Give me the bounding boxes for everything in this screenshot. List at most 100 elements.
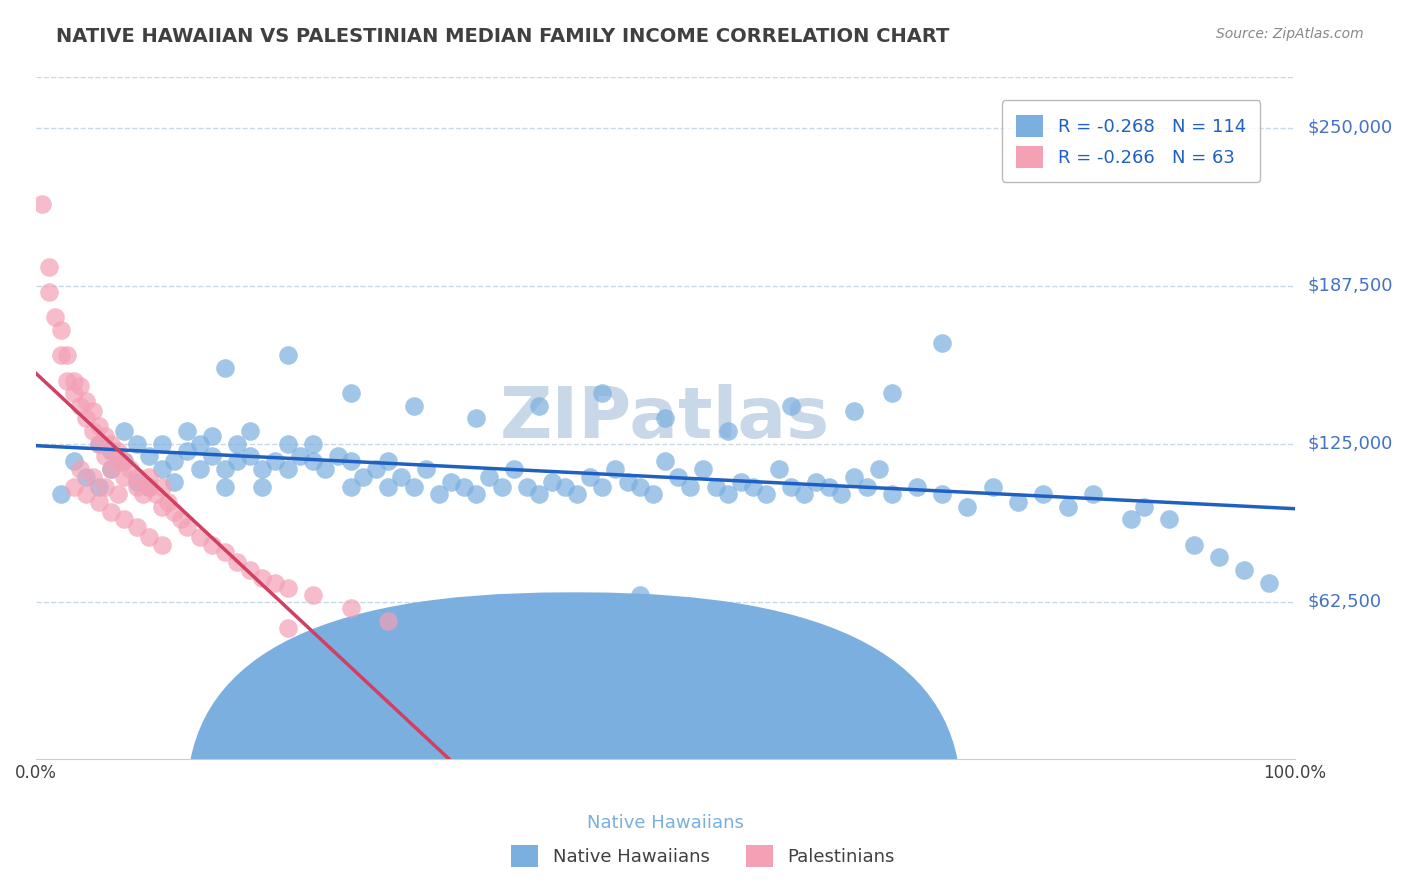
Point — [49, 487, 72, 501]
Point — [82, 424, 104, 438]
Point — [654, 454, 676, 468]
Text: Source: ZipAtlas.com: Source: ZipAtlas.com — [1216, 27, 1364, 41]
Point — [679, 480, 702, 494]
Point — [377, 454, 399, 468]
Point — [100, 462, 122, 476]
Point — [277, 436, 299, 450]
Point — [239, 563, 262, 577]
Point — [780, 480, 803, 494]
Point — [62, 454, 84, 468]
Point — [1032, 487, 1054, 501]
Point — [1083, 487, 1105, 501]
Point — [82, 404, 104, 418]
Point — [252, 571, 274, 585]
Text: ZIPatlas: ZIPatlas — [501, 384, 831, 453]
Point — [214, 462, 236, 476]
Point — [868, 462, 890, 476]
Point — [62, 480, 84, 494]
Point — [125, 520, 148, 534]
Point — [855, 480, 877, 494]
Point — [503, 462, 526, 476]
Point — [389, 469, 412, 483]
Point — [364, 462, 387, 476]
Point — [163, 454, 186, 468]
Point — [402, 399, 425, 413]
Point — [880, 487, 903, 501]
Point — [768, 462, 790, 476]
Point — [352, 469, 374, 483]
Point — [880, 386, 903, 401]
Point — [87, 419, 110, 434]
Point — [100, 436, 122, 450]
Point — [94, 429, 117, 443]
Point — [616, 475, 638, 489]
Point — [842, 469, 865, 483]
Point — [339, 600, 361, 615]
Point — [150, 480, 173, 494]
Point — [666, 469, 689, 483]
Point — [201, 450, 224, 464]
Point — [87, 495, 110, 509]
Point — [931, 487, 953, 501]
Point — [290, 450, 312, 464]
Point — [150, 436, 173, 450]
Point — [214, 360, 236, 375]
Point — [806, 475, 828, 489]
Point — [38, 285, 60, 300]
Point — [75, 469, 97, 483]
Text: NATIVE HAWAIIAN VS PALESTINIAN MEDIAN FAMILY INCOME CORRELATION CHART: NATIVE HAWAIIAN VS PALESTINIAN MEDIAN FA… — [56, 27, 949, 45]
Point — [49, 323, 72, 337]
Point — [49, 348, 72, 362]
Point — [730, 475, 752, 489]
Point — [150, 462, 173, 476]
Point — [440, 475, 463, 489]
Point — [541, 475, 564, 489]
Point — [170, 512, 193, 526]
Point — [302, 454, 325, 468]
Point — [75, 411, 97, 425]
Point — [717, 487, 740, 501]
Point — [516, 480, 538, 494]
Point — [427, 487, 450, 501]
Point — [112, 469, 135, 483]
Point — [94, 480, 117, 494]
Point — [87, 436, 110, 450]
Point — [491, 480, 513, 494]
Point — [125, 475, 148, 489]
Point — [314, 462, 336, 476]
Point — [176, 424, 198, 438]
Text: $125,000: $125,000 — [1308, 434, 1392, 453]
Point — [830, 487, 852, 501]
Point — [239, 450, 262, 464]
Point — [302, 436, 325, 450]
Point — [56, 348, 79, 362]
Point — [138, 469, 160, 483]
Point — [415, 462, 437, 476]
Point — [100, 462, 122, 476]
Point — [112, 424, 135, 438]
Point — [112, 512, 135, 526]
Point — [692, 462, 714, 476]
Point — [628, 588, 651, 602]
Point — [339, 386, 361, 401]
Point — [145, 487, 167, 501]
Point — [75, 487, 97, 501]
Point — [931, 335, 953, 350]
Legend: Native Hawaiians, Palestinians: Native Hawaiians, Palestinians — [505, 838, 901, 874]
Point — [981, 480, 1004, 494]
Point — [1132, 500, 1154, 514]
Point — [339, 454, 361, 468]
Point — [529, 487, 551, 501]
Point — [252, 462, 274, 476]
Point — [138, 450, 160, 464]
FancyBboxPatch shape — [187, 592, 962, 892]
Point — [277, 348, 299, 362]
Point — [226, 436, 249, 450]
Point — [107, 444, 129, 458]
Point — [956, 500, 979, 514]
Point — [478, 469, 501, 483]
Point — [780, 399, 803, 413]
Point — [188, 462, 211, 476]
Point — [87, 480, 110, 494]
Point — [56, 374, 79, 388]
